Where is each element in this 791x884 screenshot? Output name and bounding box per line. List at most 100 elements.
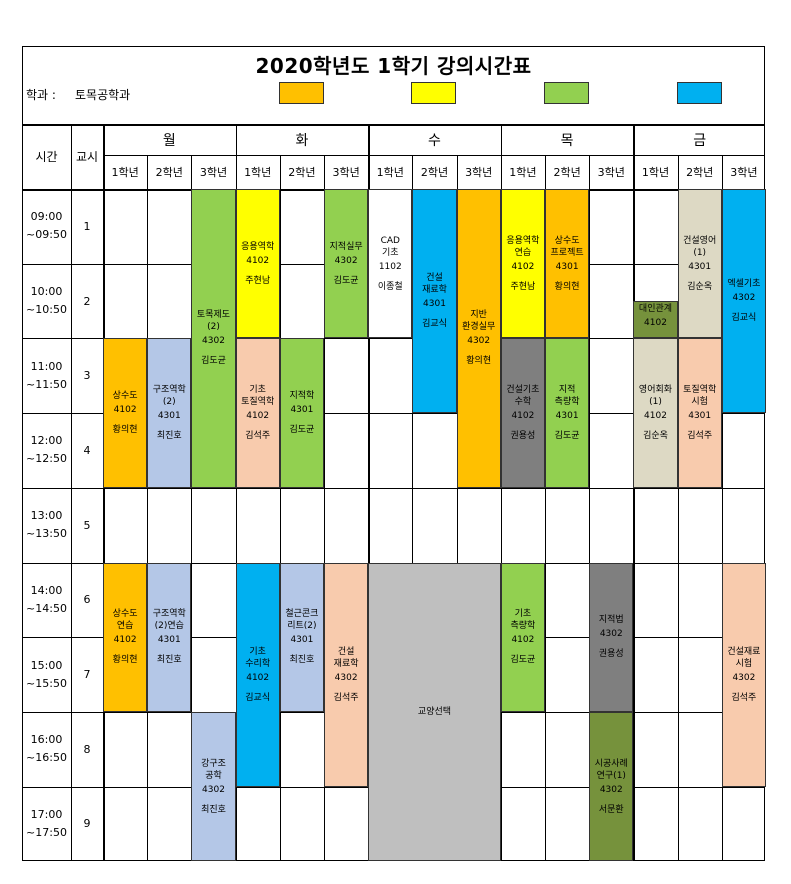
course-block[interactable]: 강구조 공학 4302 최진호	[191, 711, 236, 862]
grade-header: 1학년	[641, 166, 670, 179]
course-block[interactable]: 지적학 4301 김도균	[279, 338, 324, 488]
period-cell: 9	[83, 817, 91, 831]
course-block[interactable]: 조직이해 대인관계4102서문환	[633, 301, 678, 339]
divider	[235, 124, 238, 861]
course-block[interactable]: 상수도 연습 4102 황의현	[103, 562, 148, 712]
day-header: 화	[295, 132, 309, 149]
course-name: 토목제도 (2)	[196, 310, 231, 333]
course-professor: 주현남	[510, 281, 536, 292]
course-block[interactable]: 건설기초 수학 4102 권용성	[500, 338, 545, 488]
course-block[interactable]: 교양선택	[368, 562, 501, 862]
course-block[interactable]: 상수도 프로젝트 4301 황의현	[545, 189, 590, 339]
course-professor: 황의현	[112, 655, 138, 666]
course-block[interactable]: 건설 재료학 4302 김석주	[324, 562, 369, 787]
course-professor: 김석주	[687, 431, 713, 442]
course-name: 상수도 연습	[112, 609, 138, 632]
course-block[interactable]: 토목제도 (2) 4302 김도균	[191, 189, 236, 488]
course-block[interactable]: 기초 수리학 4102 김교식	[235, 562, 280, 787]
course-name: 지반 환경실무	[462, 310, 496, 333]
course-name: 구조역학 (2)	[152, 385, 186, 408]
time-end: ~14:50	[26, 601, 67, 615]
course-room: 4102	[113, 405, 137, 416]
course-room: 4102	[511, 411, 535, 422]
course-block[interactable]: CAD 기초 1102 이종철	[368, 189, 413, 339]
course-room: 4102	[644, 317, 667, 328]
time-start: 12:00	[30, 434, 63, 448]
legend-swatch	[279, 82, 324, 104]
course-block[interactable]: 시공사례 연구(1) 4302 서문환	[589, 711, 634, 862]
course-name: 지적학	[289, 391, 315, 402]
course-professor: 김교식	[422, 319, 447, 330]
divider	[633, 124, 635, 861]
course-name: 상수도	[112, 391, 138, 402]
department-label: 학과 :	[26, 88, 56, 102]
course-room: 4102	[511, 261, 535, 272]
course-professor: 김도균	[510, 655, 536, 666]
course-room: 4302	[202, 336, 225, 347]
divider	[545, 155, 546, 861]
period-cell: 2	[83, 294, 91, 308]
course-block[interactable]: 건설재료 시험 4302 김석주	[721, 562, 766, 787]
course-room: 4301	[423, 299, 446, 310]
time-start: 16:00	[30, 733, 63, 747]
course-professor: 김교식	[245, 692, 271, 703]
time-start: 15:00	[30, 658, 63, 672]
course-block[interactable]: 지적법 4302 권용성	[589, 562, 634, 712]
course-room: 4302	[732, 672, 756, 683]
course-block[interactable]: 상수도 4102 황의현	[103, 338, 148, 488]
time-end: ~13:50	[26, 527, 67, 541]
course-professor: 김도균	[333, 275, 359, 286]
course-block[interactable]: 영어회화 (1) 4102 김순옥	[633, 338, 678, 488]
course-professor: 김석주	[333, 692, 359, 703]
course-name: 기초 수리학	[245, 646, 271, 669]
legend-swatch	[411, 82, 456, 104]
course-professor: 황의현	[466, 356, 492, 367]
course-professor: 황의현	[112, 425, 138, 436]
divider	[412, 155, 414, 861]
divider	[368, 124, 370, 861]
course-block[interactable]: 응용역학 4102 주현남	[235, 189, 280, 339]
course-block[interactable]: 지반 환경실무 4302 황의현	[456, 189, 501, 488]
course-room: 4102	[511, 635, 535, 646]
course-professor: 권용성	[510, 431, 536, 442]
course-block[interactable]: 구조역학 (2) 4301 최진호	[147, 338, 192, 488]
course-professor: 김순옥	[687, 281, 713, 292]
time-start: 10:00	[30, 285, 63, 299]
course-block[interactable]: 지적 측량학 4301 김도균	[545, 338, 590, 488]
course-room: 4301	[290, 635, 314, 646]
course-block[interactable]: 건설 재료학 4301 김교식	[412, 189, 457, 414]
course-block[interactable]: 철근콘크 리트(2) 4301 최진호	[279, 562, 324, 712]
time-cell: 10:00 ~10:50	[22, 264, 71, 339]
course-block[interactable]: 건설영어 (1) 4301 김순옥	[677, 189, 722, 339]
course-name: 건설재료 시험	[727, 646, 761, 669]
day-header: 수	[428, 132, 441, 149]
grade-header: 1학년	[376, 166, 404, 179]
course-name: 교양선택	[417, 706, 452, 717]
course-name: 조직이해 대인관계	[638, 303, 673, 314]
course-block[interactable]: 응용역학 연습 4102 주현남	[500, 189, 545, 339]
grade-header: 1학년	[244, 166, 272, 179]
period-cell: 6	[83, 593, 91, 607]
divider	[677, 155, 679, 861]
course-block[interactable]: 기초 측량학 4102 김도균	[500, 562, 545, 712]
course-block[interactable]: 구조역학 (2)연습 4301 최진호	[147, 562, 192, 712]
course-name: 건설영어 (1)	[683, 235, 717, 258]
course-block[interactable]: 지적실무 4302 김도균	[324, 189, 369, 339]
course-room: 4301	[157, 635, 181, 646]
course-block[interactable]: 토질역학 시험 4301 김석주	[677, 338, 722, 488]
course-block[interactable]: 기초 토질역학 4102 김석주	[235, 338, 280, 488]
time-cell: 13:00 ~13:50	[22, 488, 71, 563]
department-value: 토목공학과	[75, 88, 131, 102]
course-professor: 최진호	[156, 655, 182, 666]
course-name: 건설 재료학	[333, 646, 359, 669]
course-room: 4301	[290, 405, 314, 416]
course-name: 강구조 공학	[201, 758, 226, 781]
time-end: ~09:50	[26, 228, 67, 242]
course-professor: 김순옥	[643, 431, 668, 442]
course-professor: 최진호	[289, 655, 315, 666]
course-room: 4302	[599, 629, 623, 640]
course-block[interactable]: 엑셀기초 4302 김교식	[721, 189, 766, 414]
divider	[279, 155, 281, 861]
divider	[721, 155, 723, 861]
grade-header: 2학년	[553, 166, 581, 179]
